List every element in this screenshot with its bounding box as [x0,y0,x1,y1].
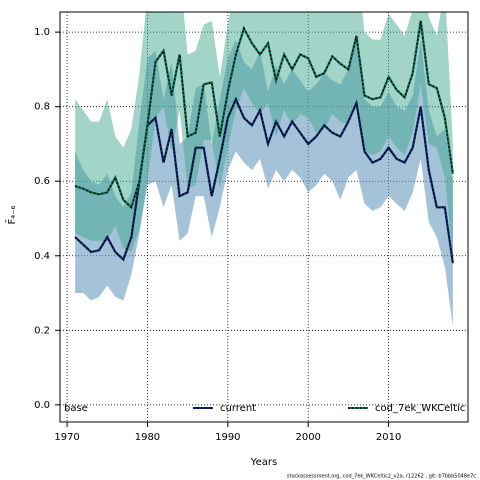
x-tick-label: 2010 [376,432,401,443]
x-tick-label: 1980 [135,432,160,443]
x-tick-label: 1970 [54,432,79,443]
y-tick-label: 1.0 [34,27,50,38]
x-tick-label: 1990 [215,432,240,443]
y-axis-label: F̄₄₋₆ [5,205,18,224]
y-tick-label: 0.0 [34,400,50,411]
legend: base current cod_7ek_WKCeltic [64,403,465,414]
y-tick-label: 0.2 [34,325,50,336]
confidence-band [75,12,453,256]
legend-base: base [64,403,88,414]
y-tick-label: 0.8 [34,102,50,113]
plot-frame [59,11,469,423]
series-line-dots [74,20,454,209]
series-line-dots [74,97,454,264]
legend-label: cod_7ek_WKCeltic [375,403,465,414]
y-tick-label: 0.6 [34,176,50,187]
source-note: stockassessment.org, cod_7ek_WKCeltic2_v… [287,474,476,480]
x-tick-label: 2000 [295,432,320,443]
y-tick-label: 0.4 [34,251,50,262]
x-axis-label: Years [250,457,277,468]
legend-label: current [220,403,256,414]
plot-area [60,12,468,422]
